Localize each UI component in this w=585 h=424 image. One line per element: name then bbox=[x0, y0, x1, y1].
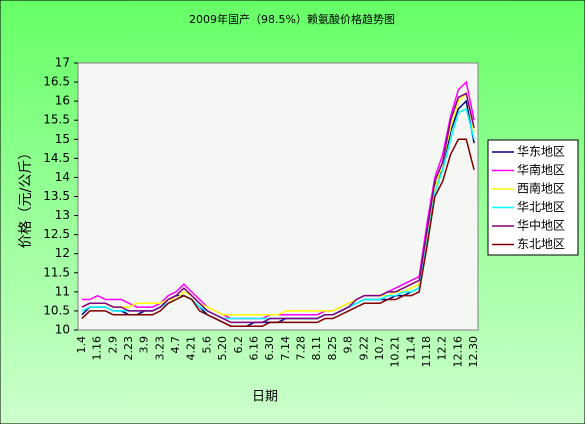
x-tick-label: 12.30 bbox=[467, 336, 480, 368]
series-line bbox=[81, 138, 475, 327]
y-tick-label: 16 bbox=[55, 94, 70, 108]
legend bbox=[487, 139, 579, 256]
y-tick-label: 10.5 bbox=[43, 303, 70, 317]
legend-label: 东北地区 bbox=[517, 237, 565, 251]
x-tick-label: 8.25 bbox=[326, 336, 339, 361]
y-tick-label: 13 bbox=[55, 208, 70, 222]
y-tick-label: 11 bbox=[55, 284, 70, 298]
x-tick-label: 6.2 bbox=[232, 336, 245, 354]
legend-label: 华南地区 bbox=[517, 162, 565, 177]
y-tick-label: 12.5 bbox=[43, 227, 70, 241]
y-tick-label: 12 bbox=[55, 246, 70, 260]
x-tick-label: 3.23 bbox=[153, 336, 166, 361]
y-tick-label: 16.5 bbox=[43, 75, 70, 89]
x-tick-label: 4.21 bbox=[185, 336, 198, 361]
x-tick-label: 2.23 bbox=[122, 336, 135, 361]
y-tick-label: 13.5 bbox=[43, 189, 70, 203]
legend-label: 华中地区 bbox=[517, 218, 565, 233]
x-tick-label: 9.8 bbox=[342, 336, 355, 354]
x-tick-label: 6.16 bbox=[247, 336, 260, 361]
y-tick-label: 10 bbox=[55, 323, 70, 337]
x-tick-label: 12.16 bbox=[451, 336, 464, 368]
x-tick-label: 11.4 bbox=[404, 336, 417, 361]
x-tick-label: 1.16 bbox=[91, 336, 104, 361]
x-tick-label: 2.9 bbox=[106, 336, 119, 354]
x-tick-label: 5.6 bbox=[200, 336, 213, 354]
x-tick-label: 4.7 bbox=[169, 336, 182, 354]
x-tick-label: 8.11 bbox=[310, 336, 323, 361]
x-tick-label: 7.28 bbox=[295, 336, 308, 361]
y-axis-label: 价格（元/公斤） bbox=[18, 146, 34, 249]
x-tick-label: 3.9 bbox=[138, 336, 151, 354]
y-tick-label: 17 bbox=[55, 56, 70, 70]
legend-label: 华东地区 bbox=[517, 145, 565, 159]
x-tick-label: 6.30 bbox=[263, 336, 276, 361]
x-tick-label: 5.20 bbox=[216, 336, 229, 361]
chart-title: 2009年国产（98.5%）赖氨酸价格趋势图 bbox=[189, 12, 395, 26]
series-line bbox=[81, 92, 475, 316]
y-tick-label: 14 bbox=[55, 170, 70, 184]
legend-label: 华北地区 bbox=[517, 200, 565, 214]
x-tick-label: 12.2 bbox=[436, 336, 449, 361]
x-axis-label: 日期 bbox=[252, 390, 278, 405]
x-tick-label: 11.18 bbox=[420, 336, 433, 368]
series-line bbox=[81, 92, 475, 324]
x-tick-label: 10.21 bbox=[389, 336, 402, 368]
legend-label: 西南地区 bbox=[517, 181, 565, 196]
x-tick-label: 9.22 bbox=[357, 336, 370, 361]
y-tick-label: 15 bbox=[55, 132, 70, 146]
x-tick-label: 10.7 bbox=[373, 336, 386, 361]
y-tick-label: 14.5 bbox=[43, 151, 70, 165]
plot-area bbox=[77, 62, 479, 331]
y-tick-label: 15.5 bbox=[43, 113, 70, 127]
y-tick-label: 11.5 bbox=[43, 265, 70, 279]
x-tick-label: 1.4 bbox=[75, 336, 88, 354]
x-tick-label: 7.14 bbox=[279, 336, 292, 361]
